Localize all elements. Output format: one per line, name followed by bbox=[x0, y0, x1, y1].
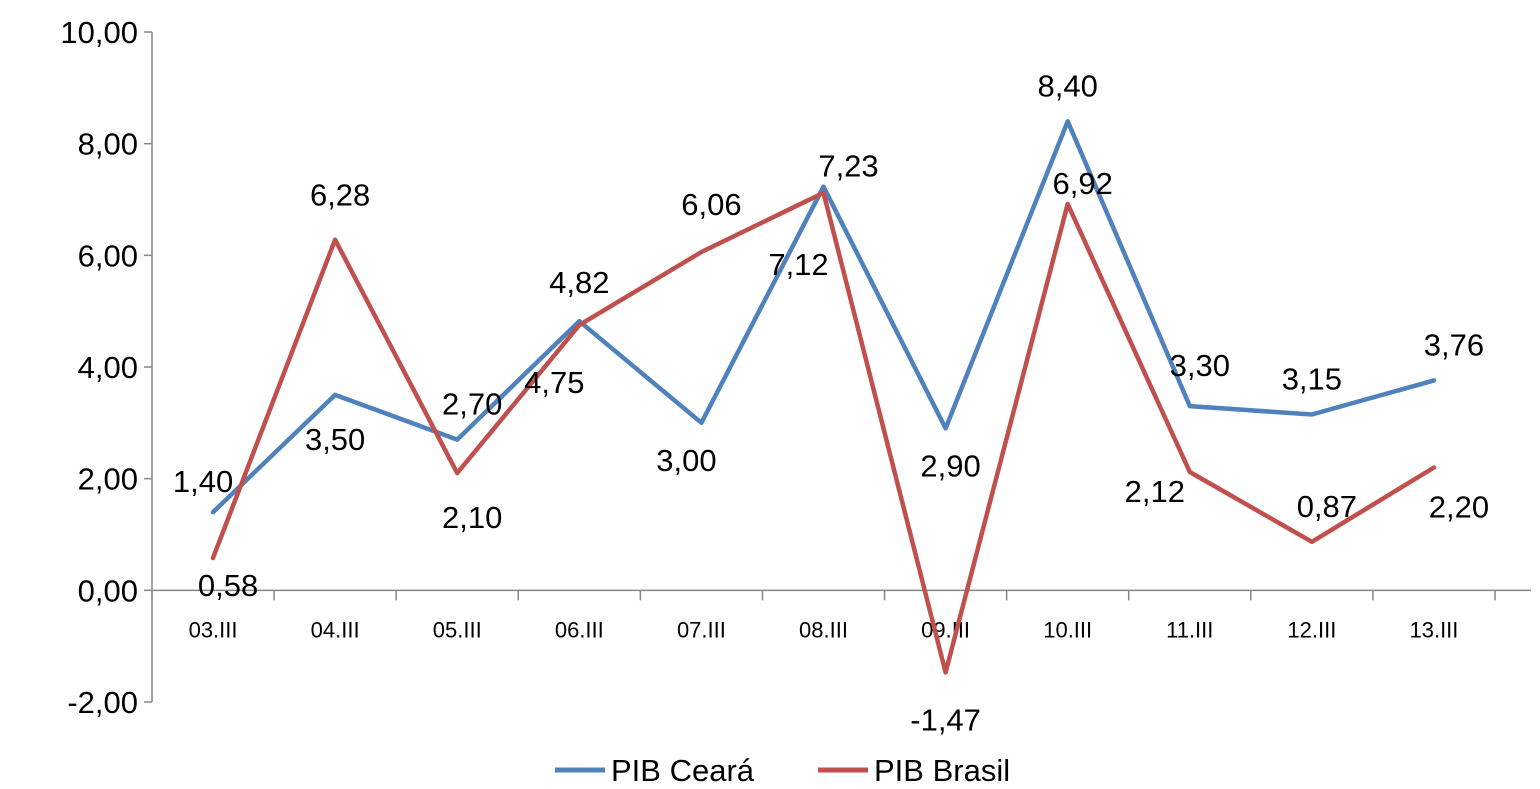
data-label: 1,40 bbox=[173, 464, 233, 499]
data-label: 2,70 bbox=[442, 387, 502, 422]
data-label: 3,00 bbox=[656, 443, 716, 478]
y-tick-label: -2,00 bbox=[67, 685, 138, 720]
series-lines bbox=[210, 119, 1437, 675]
legend: PIB Ceará PIB Brasil bbox=[555, 753, 1010, 788]
data-label: 3,30 bbox=[1170, 348, 1230, 383]
data-label: 7,12 bbox=[768, 247, 828, 282]
x-tick-label: 03.III bbox=[189, 617, 238, 642]
data-label: 0,58 bbox=[198, 568, 258, 603]
data-label: 6,92 bbox=[1053, 166, 1113, 201]
y-tick-label: 0,00 bbox=[78, 573, 138, 608]
y-tick-label: 6,00 bbox=[78, 238, 138, 273]
legend-label: PIB Ceará bbox=[611, 753, 755, 788]
data-labels: 1,40 3,50 2,70 4,82 3,00 7,23 2,90 8,40 3,30 3,15… bbox=[173, 68, 1489, 737]
legend-label: PIB Brasil bbox=[874, 753, 1010, 788]
series-line bbox=[210, 190, 1437, 675]
x-tick-label: 07.III bbox=[677, 617, 726, 642]
x-tick-label: 10.III bbox=[1043, 617, 1092, 642]
data-label: 6,28 bbox=[310, 178, 370, 213]
x-tick-label: 06.III bbox=[555, 617, 604, 642]
y-tick-label: 10,00 bbox=[60, 15, 138, 50]
y-tick-label: 4,00 bbox=[78, 350, 138, 385]
y-tick-label: 8,00 bbox=[78, 127, 138, 162]
data-label: 3,50 bbox=[305, 422, 365, 457]
data-label: 3,76 bbox=[1424, 327, 1484, 362]
data-label: 2,90 bbox=[920, 448, 980, 483]
x-tick-label: 05.III bbox=[433, 617, 482, 642]
data-label: 4,75 bbox=[524, 365, 584, 400]
x-tick-label: 04.III bbox=[311, 617, 360, 642]
data-label: 4,82 bbox=[549, 265, 609, 300]
x-tick-label: 09.III bbox=[921, 617, 970, 642]
data-label: 2,20 bbox=[1429, 490, 1489, 525]
data-label: 8,40 bbox=[1038, 68, 1098, 103]
series-line bbox=[210, 119, 1437, 515]
data-label: 0,87 bbox=[1297, 489, 1357, 524]
x-tick-label: 13.III bbox=[1409, 617, 1458, 642]
data-label: 2,12 bbox=[1125, 474, 1185, 509]
axes: -2,00 0,00 2,00 4,00 6,00 8,00 10,00 03.III 04.I… bbox=[60, 15, 1531, 720]
x-tick-label: 08.III bbox=[799, 617, 848, 642]
data-label: -1,47 bbox=[910, 702, 981, 737]
data-label: 6,06 bbox=[681, 187, 741, 222]
data-label: 7,23 bbox=[818, 149, 878, 184]
x-tick-label: 11.III bbox=[1166, 617, 1213, 642]
data-label: 3,15 bbox=[1282, 361, 1342, 396]
data-label: 2,10 bbox=[442, 500, 502, 535]
y-tick-label: 2,00 bbox=[78, 462, 138, 497]
x-tick-label: 12.III bbox=[1287, 617, 1336, 642]
